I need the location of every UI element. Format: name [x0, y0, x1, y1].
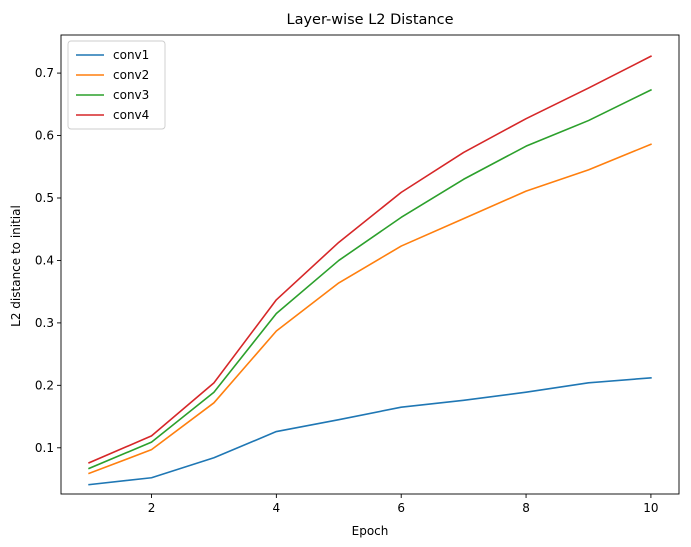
series-line-conv2	[88, 143, 652, 475]
y-tick-label: 0.2	[35, 378, 54, 392]
x-tick-label: 10	[643, 501, 658, 515]
x-tick-label: 6	[397, 501, 405, 515]
legend-label-conv2: conv2	[113, 68, 149, 82]
axes-frame	[60, 34, 680, 495]
legend: conv1 conv2 conv3 conv4	[67, 40, 166, 130]
y-tick-label: 0.6	[35, 129, 54, 143]
legend-box	[67, 40, 166, 130]
series-line-conv3	[88, 88, 652, 470]
x-axis-title: Epoch	[352, 524, 389, 538]
series-line-conv4	[88, 55, 652, 464]
x-tick-label: 2	[148, 501, 156, 515]
legend-label-conv3: conv3	[113, 88, 149, 102]
series-line-conv1	[88, 376, 652, 486]
plot-area: 2 4 6 8 10 0.1 0.2 0.3 0.4 0.5 0.6 0.7	[35, 34, 680, 515]
legend-label-conv1: conv1	[113, 48, 149, 62]
y-tick-label: 0.1	[35, 441, 54, 455]
y-axis-title: L2 distance to initial	[9, 205, 23, 327]
x-tick-label: 8	[522, 501, 530, 515]
y-tick-label: 0.3	[35, 316, 54, 330]
y-tick-label: 0.7	[35, 66, 54, 80]
y-tick-label: 0.5	[35, 191, 54, 205]
y-tick-label: 0.4	[35, 253, 54, 267]
x-tick-label: 4	[273, 501, 281, 515]
legend-label-conv4: conv4	[113, 108, 149, 122]
chart-title: Layer-wise L2 Distance	[286, 12, 453, 28]
